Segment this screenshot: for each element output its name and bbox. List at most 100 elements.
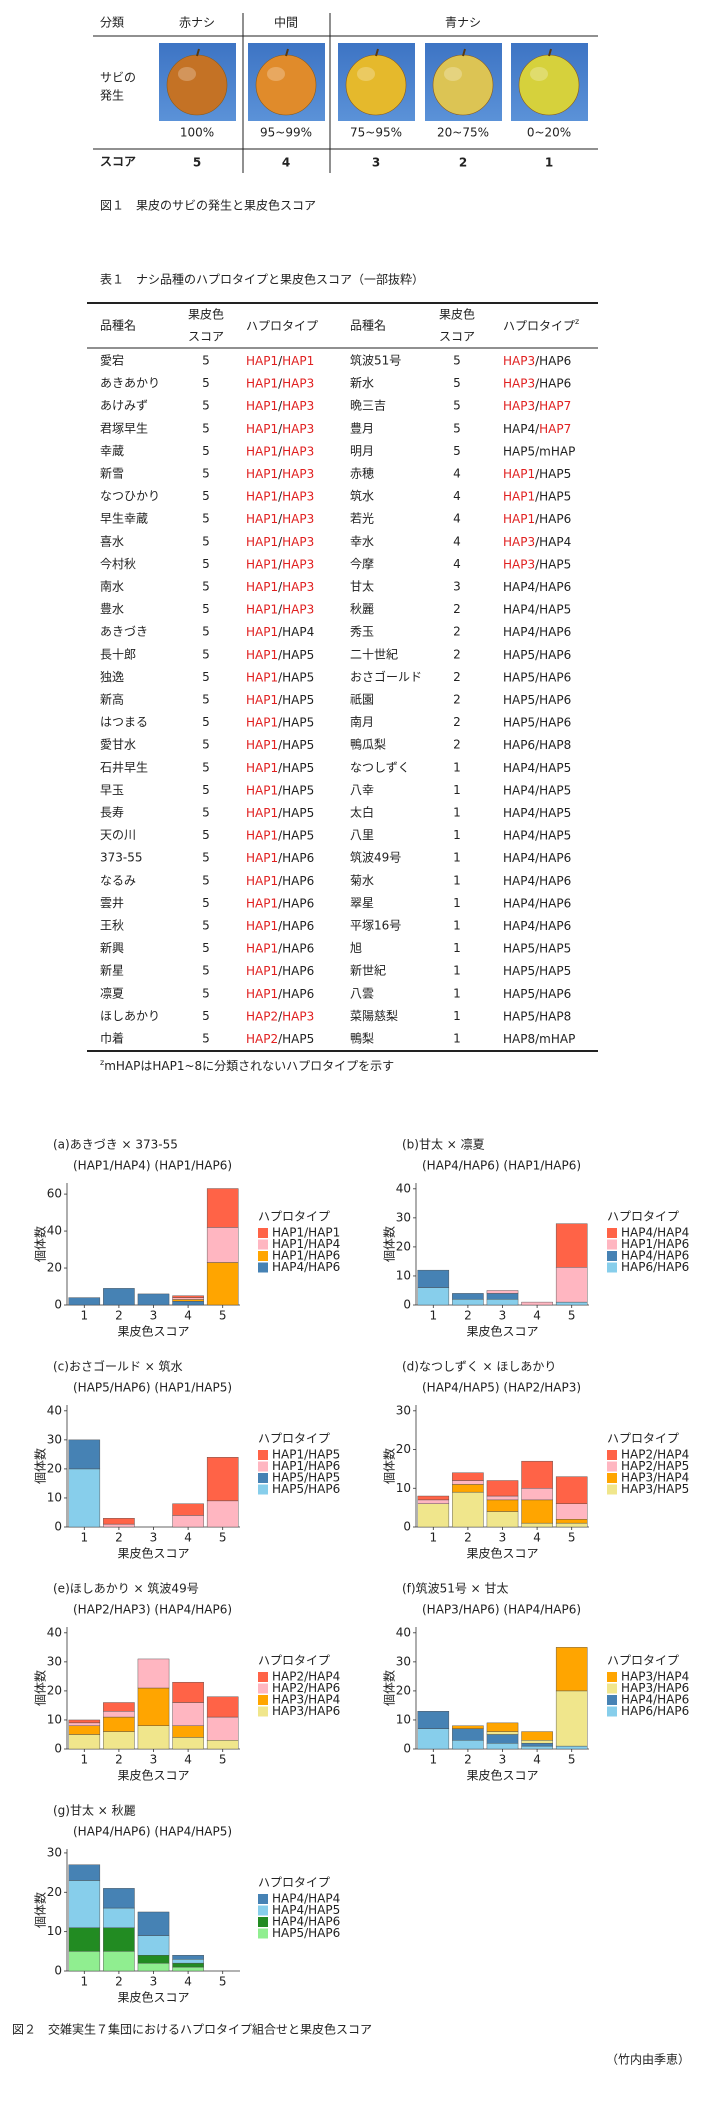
bar-segment	[172, 1301, 204, 1306]
haplotype-1: HAP1	[246, 896, 278, 910]
bar-segment	[206, 1457, 239, 1502]
color-score: 2	[453, 647, 461, 661]
haplotype-1: HAP4	[503, 421, 535, 435]
cultivar-name: はつまる	[100, 715, 148, 729]
x-tick-label: 2	[115, 1531, 123, 1545]
bar-segment	[486, 1293, 519, 1300]
bar-segment	[137, 1658, 170, 1689]
haplotype: HAP3/HAP4	[503, 534, 571, 548]
haplotype-separator: /	[535, 986, 540, 1000]
haplotype-separator: /	[278, 873, 283, 887]
bar-segment	[417, 1728, 450, 1750]
bar-segment	[137, 1293, 170, 1306]
bar-segment	[68, 1880, 101, 1928]
bar-segment	[206, 1696, 239, 1718]
color-score: 5	[202, 421, 210, 435]
haplotype: HAP1/HAP5	[246, 806, 314, 820]
bar-segment	[68, 1468, 101, 1528]
haplotype: HAP1/HAP6	[246, 919, 314, 933]
pear-stem	[548, 48, 552, 57]
haplotype: HAP4/HAP5	[503, 760, 571, 774]
haplotype-2: HAP6	[282, 919, 314, 933]
haplotype-2: HAP6	[282, 873, 314, 887]
haplotype-1: HAP4	[503, 919, 535, 933]
y-tick-label: 20	[396, 1239, 411, 1253]
x-tick-label: 1	[429, 1753, 437, 1767]
legend-label: HAP1/HAP6	[272, 1249, 340, 1263]
haplotype-1: HAP1	[246, 783, 278, 797]
y-axis-title: 個体数	[33, 1892, 48, 1928]
bar-segment	[137, 1725, 170, 1750]
haplotype: HAP4/HAP7	[503, 421, 571, 435]
haplotype: HAP1/HAP3	[246, 376, 314, 390]
legend-title: ハプロタイプ	[258, 1210, 330, 1224]
color-score: 2	[453, 625, 461, 639]
haplotype: HAP1/HAP3	[246, 421, 314, 435]
haplotype: HAP1/HAP3	[246, 467, 314, 481]
haplotype: HAP1/HAP6	[246, 851, 314, 865]
y-tick-label: 40	[47, 1224, 62, 1238]
haplotype-1: HAP1	[246, 941, 278, 955]
cultivar-name: 早生幸蔵	[100, 512, 148, 526]
column-header: 品種名	[100, 318, 136, 333]
score-value: 4	[282, 156, 290, 170]
haplotype-separator: /	[535, 919, 540, 933]
legend-label: HAP2/HAP6	[272, 1681, 340, 1695]
y-tick-label: 10	[396, 1268, 411, 1282]
haplotype-separator: /	[278, 489, 283, 503]
haplotype-1: HAP1	[246, 986, 278, 1000]
cultivar-name: 秋麗	[350, 602, 374, 616]
cultivar-name: 鴨瓜梨	[350, 738, 386, 752]
haplotype-1: HAP1	[246, 399, 278, 413]
haplotype-separator: /	[535, 354, 540, 368]
color-score: 1	[453, 986, 461, 1000]
footnote: zmHAPはHAP1~8に分類されないハプロタイプを示す	[100, 1058, 394, 1073]
pear	[166, 54, 228, 116]
chart-title: (c)おさゴールド × 筑水	[53, 1359, 183, 1374]
cultivar-name: 翠星	[350, 896, 374, 910]
rust-percent: 95~99%	[260, 126, 312, 140]
haplotype-1: HAP4	[503, 896, 535, 910]
cultivar-name: 喜水	[100, 534, 124, 548]
cultivar-name: 明月	[350, 444, 374, 458]
cultivar-name: 八雲	[350, 986, 374, 1000]
legend-swatch	[258, 1262, 268, 1273]
cultivar-name: 菊水	[350, 873, 374, 887]
haplotype: HAP2/HAP3	[246, 1009, 314, 1023]
bar-segment	[68, 1439, 101, 1470]
haplotype-1: HAP3	[503, 354, 535, 368]
pear	[255, 54, 317, 116]
rust-percent: 100%	[180, 126, 214, 140]
haplotype-2: HAP6	[539, 693, 571, 707]
haplotype: HAP1/HAP5	[503, 467, 571, 481]
color-score: 1	[453, 828, 461, 842]
haplotype-separator: /	[278, 828, 283, 842]
bar-segment	[452, 1293, 484, 1300]
haplotype-separator: /	[535, 602, 540, 616]
haplotype-2: HAP5	[539, 467, 571, 481]
x-axis-title: 果皮色スコア	[117, 1547, 189, 1561]
legend-swatch	[607, 1695, 617, 1705]
haplotype: HAP4/HAP5	[503, 806, 571, 820]
color-score: 4	[453, 467, 461, 481]
x-axis-title: 果皮色スコア	[466, 1325, 538, 1339]
color-score: 1	[453, 851, 461, 865]
bar-segment	[486, 1722, 519, 1732]
bar-segment	[172, 1737, 204, 1750]
bar-segment	[103, 1523, 135, 1528]
haplotype-1: HAP2	[246, 1009, 278, 1023]
bar-segment	[452, 1728, 484, 1741]
y-tick-label: 10	[396, 1481, 411, 1495]
haplotype-separator: /	[535, 738, 540, 752]
haplotype-2: HAP5	[539, 602, 571, 616]
haplotype: HAP1/HAP1	[246, 354, 314, 368]
y-tick-label: 20	[47, 1261, 62, 1275]
haplotype: HAP1/HAP3	[246, 602, 314, 616]
haplotype-2: mHAP	[539, 444, 575, 458]
y-axis-title: 個体数	[382, 1670, 397, 1706]
legend-swatch	[258, 1251, 268, 1261]
haplotype: HAP4/HAP5	[503, 783, 571, 797]
score-value: 2	[459, 156, 467, 170]
pear-stem	[375, 48, 379, 57]
